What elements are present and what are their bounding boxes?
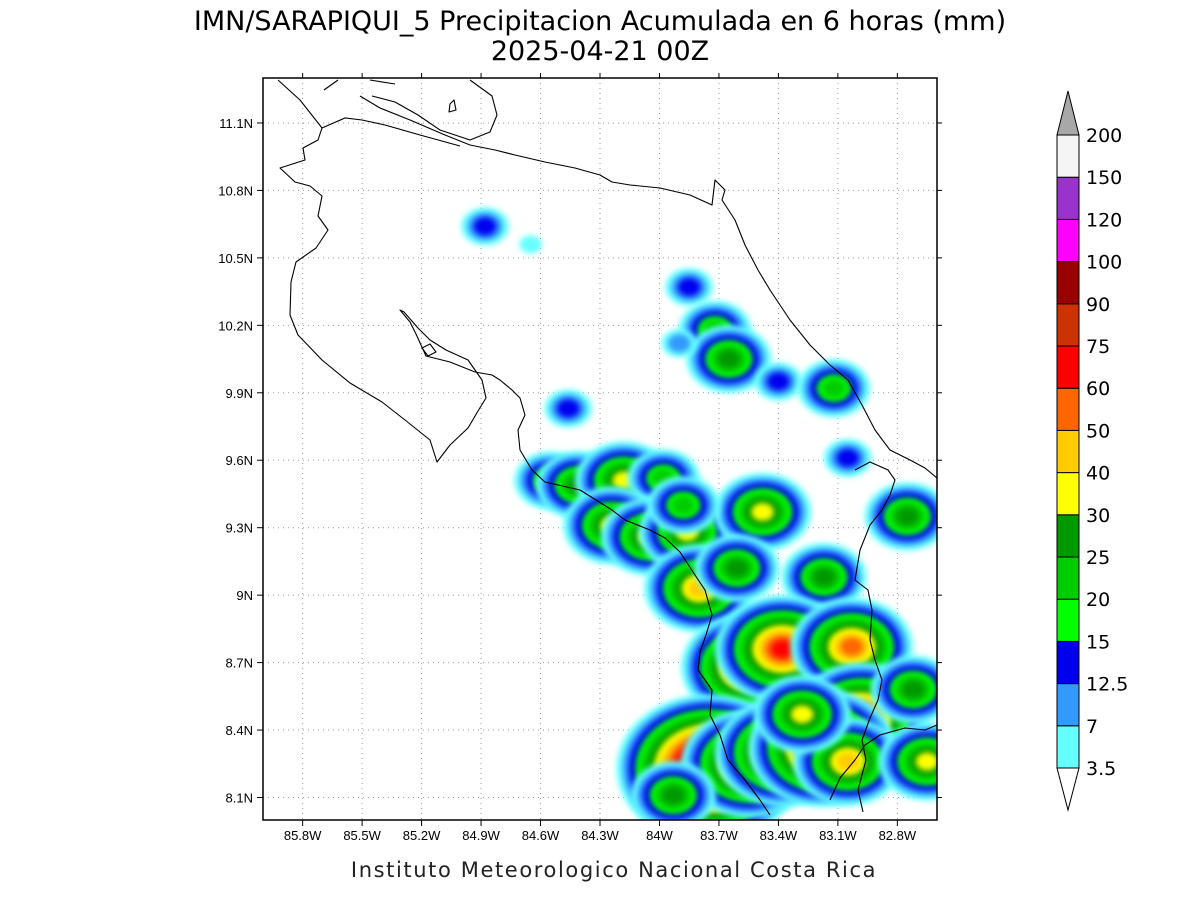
panama-border xyxy=(854,461,896,813)
precip-cell-16 xyxy=(713,472,812,551)
lat-tick-label-6: 9.9N xyxy=(226,386,253,401)
colorbar-label-12: 100 xyxy=(1086,252,1122,274)
colorbar-segment-13 xyxy=(1056,176,1080,220)
colorbar-label-15: 200 xyxy=(1086,125,1122,147)
colorbar-label-4: 20 xyxy=(1086,589,1110,611)
colorbar-segment-0 xyxy=(1056,725,1080,769)
precip-cell-22 xyxy=(824,438,872,477)
colorbar-segment-5 xyxy=(1056,514,1080,558)
lon-tick-label-1: 85.5W xyxy=(343,828,381,843)
precip-cell-6 xyxy=(754,362,803,401)
lon-tick-label-0: 85.8W xyxy=(284,828,322,843)
colorbar-segment-1 xyxy=(1056,683,1080,727)
precip-cell-8 xyxy=(544,389,593,428)
lat-tick-label-4: 9.3N xyxy=(226,521,253,536)
map-panel: 85.8W 85.5W 85.2W 84.9W 84.6W 84.3W 84W 83.7W 83… xyxy=(218,73,942,843)
lon-tick-label-6: 84W xyxy=(646,828,673,843)
lat-tick-label-10: 11.1N xyxy=(219,116,253,131)
precipitation-colorbar: 3.5 7 12.5 15 20 25 30 40 50 60 75 90 100 120 150 200 xyxy=(1056,90,1128,812)
colorbar-label-1: 7 xyxy=(1086,716,1098,738)
precip-cell-25 xyxy=(790,597,914,696)
precip-cell-33 xyxy=(878,722,937,801)
lat-tick-label-8: 10.5N xyxy=(218,251,253,266)
colorbar-segment-10 xyxy=(1056,303,1080,347)
colorbar-over-triangle xyxy=(1056,90,1080,136)
colorbar-segment-12 xyxy=(1056,218,1080,263)
colorbar-segment-7 xyxy=(1056,429,1080,474)
precip-cell-34 xyxy=(870,655,937,724)
nicaragua-border xyxy=(321,117,461,147)
lon-tick-label-4: 84.6W xyxy=(522,828,560,843)
colorbar-label-3: 15 xyxy=(1086,631,1110,653)
colorbar-segment-11 xyxy=(1056,261,1080,305)
colorbar-label-7: 40 xyxy=(1086,463,1110,485)
nicoya-islet xyxy=(421,343,437,357)
precip-cell-0 xyxy=(461,207,509,246)
colorbar-segment-3 xyxy=(1056,598,1080,642)
lon-tick-label-2: 85.2W xyxy=(403,828,441,843)
precip-cell-7 xyxy=(797,359,871,418)
precip-cell-17 xyxy=(647,476,720,535)
colorbar-segment-9 xyxy=(1056,345,1080,389)
caribbean-coastline xyxy=(323,79,937,479)
colorbar-segment-4 xyxy=(1056,556,1080,600)
colorbar-segment-14 xyxy=(1056,134,1080,178)
colorbar-label-10: 75 xyxy=(1086,336,1110,358)
colorbar-label-6: 30 xyxy=(1086,505,1110,527)
lon-tick-label-3: 84.9W xyxy=(462,828,500,843)
precip-cell-32 xyxy=(753,675,851,754)
lon-tick-label-5: 84.3W xyxy=(581,828,619,843)
colorbar-segment-2 xyxy=(1056,640,1080,685)
precip-cell-2 xyxy=(665,268,713,307)
lat-tick-label-5: 9.6N xyxy=(226,453,253,468)
colorbar-label-11: 90 xyxy=(1086,294,1110,316)
colorbar-label-13: 120 xyxy=(1086,209,1122,231)
lat-tick-label-1: 8.4N xyxy=(226,723,253,738)
lon-tick-label-10: 82.8W xyxy=(879,828,917,843)
precipitation-field xyxy=(461,207,937,820)
precip-cell-21 xyxy=(864,482,937,551)
lon-tick-label-9: 83.1W xyxy=(819,828,857,843)
lake-nicaragua-shore xyxy=(369,79,498,141)
precip-cell-4 xyxy=(686,325,772,394)
colorbar-label-14: 150 xyxy=(1086,167,1122,189)
colorbar-label-0: 3.5 xyxy=(1086,758,1116,780)
precip-cell-5 xyxy=(661,329,697,358)
colorbar-segment-6 xyxy=(1056,472,1080,516)
axis-ticks: 85.8W 85.5W 85.2W 84.9W 84.6W 84.3W 84W 83.7W 83… xyxy=(218,73,942,843)
precip-cell-31 xyxy=(792,717,903,806)
institution-footer: Instituto Meteorologico Nacional Costa R… xyxy=(351,858,877,882)
map-title: IMN/SARAPIQUI_5 Precipitacion Acumulada … xyxy=(194,6,1006,37)
pacific-coastline xyxy=(277,79,937,816)
precip-cell-20 xyxy=(781,543,867,612)
lake-islet xyxy=(448,99,457,113)
precip-cell-19 xyxy=(694,534,780,603)
colorbar-label-5: 25 xyxy=(1086,547,1110,569)
lon-tick-label-8: 83.4W xyxy=(760,828,798,843)
colorbar-label-8: 50 xyxy=(1086,420,1110,442)
colorbar-label-9: 60 xyxy=(1086,378,1110,400)
precip-cell-1 xyxy=(519,235,542,254)
lon-tick-label-7: 83.7W xyxy=(700,828,738,843)
colorbar-segment-8 xyxy=(1056,387,1080,431)
lat-tick-label-3: 9N xyxy=(236,588,253,603)
lat-tick-label-9: 10.8N xyxy=(218,183,253,198)
map-subtitle-date: 2025-04-21 00Z xyxy=(491,36,709,67)
precip-cell-35 xyxy=(630,761,716,820)
lat-tick-label-2: 8.7N xyxy=(226,656,253,671)
lat-tick-label-0: 8.1N xyxy=(226,791,253,806)
colorbar-under-triangle xyxy=(1056,767,1080,812)
lat-tick-label-7: 10.2N xyxy=(218,318,253,333)
colorbar-label-2: 12.5 xyxy=(1086,674,1128,696)
